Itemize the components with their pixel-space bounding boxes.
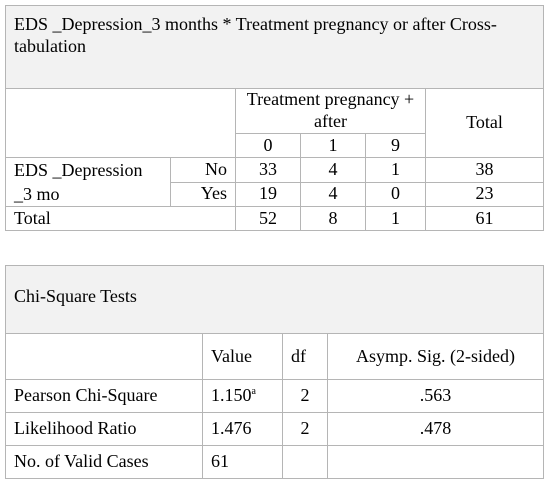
crosstab-row: EDS _Depression _3 mo No 33 4 1 38 [5,157,545,207]
crosstab-title: EDS _Depression_3 months * Treatment pre… [4,5,545,89]
chi-square-value: 1.476 [202,412,283,446]
chi-square-row-label: No. of Valid Cases [5,445,203,479]
chi-square-df [282,445,328,479]
crosstab-cell: 1 [365,157,426,183]
chi-square-row-label: Likelihood Ratio [5,412,203,446]
crosstab-row-variable: EDS _Depression _3 mo [5,157,171,207]
crosstab-row-total: 38 [424,157,545,183]
crosstab-corner [5,88,236,158]
chi-square-value: 61 [202,445,283,479]
crosstab-row-label: Yes [170,181,236,207]
crosstab-total-row: Total 52 8 1 61 [5,206,545,231]
crosstab-cell: 4 [300,181,366,207]
crosstab-total-label: Total [5,206,236,231]
chi-square-sig [326,445,545,479]
crosstab-row-total: 23 [424,181,545,207]
crosstab-cell: 52 [235,206,301,231]
crosstab-table: EDS _Depression_3 months * Treatment pre… [4,5,545,231]
chi-square-sig: .563 [326,379,545,413]
crosstab-cell: 19 [235,181,301,207]
chi-square-header: Value [202,333,283,380]
crosstab-cell: 1 [365,206,426,231]
chi-square-table: Chi-Square Tests Value df Asymp. Sig. (2… [4,265,545,479]
crosstab-grand-total: 61 [424,206,545,231]
chi-square-title: Chi-Square Tests [4,265,545,334]
crosstab-row: Yes 19 4 0 23 [6,181,545,207]
chi-square-row: No. of Valid Cases 61 [5,445,545,479]
chi-square-corner [5,333,203,380]
chi-square-df: 2 [282,412,328,446]
crosstab-col-header: 1 [300,133,366,158]
crosstab-cell: 8 [300,206,366,231]
crosstab-row-label: No [170,157,236,183]
chi-square-value: 1.150a [202,379,283,413]
chi-square-row: Pearson Chi-Square 1.150a 2 .563 [5,379,545,413]
chi-square-header: Asymp. Sig. (2-sided) [326,333,545,380]
crosstab-col-header: 0 [235,133,301,158]
chi-square-sig: .478 [326,412,545,446]
chi-square-row: Likelihood Ratio 1.476 2 .478 [5,412,545,446]
crosstab-cell: 33 [235,157,301,183]
crosstab-col-header: 9 [365,133,426,158]
crosstab-cell: 4 [300,157,366,183]
chi-square-row-label: Pearson Chi-Square [5,379,203,413]
crosstab-cell: 0 [365,181,426,207]
chi-square-df: 2 [282,379,328,413]
footnote-marker: a [251,386,256,398]
crosstab-total-header: Total [424,88,545,158]
chi-square-header: df [282,333,328,380]
crosstab-group-header: Treatment pregnancy + after [235,88,426,134]
